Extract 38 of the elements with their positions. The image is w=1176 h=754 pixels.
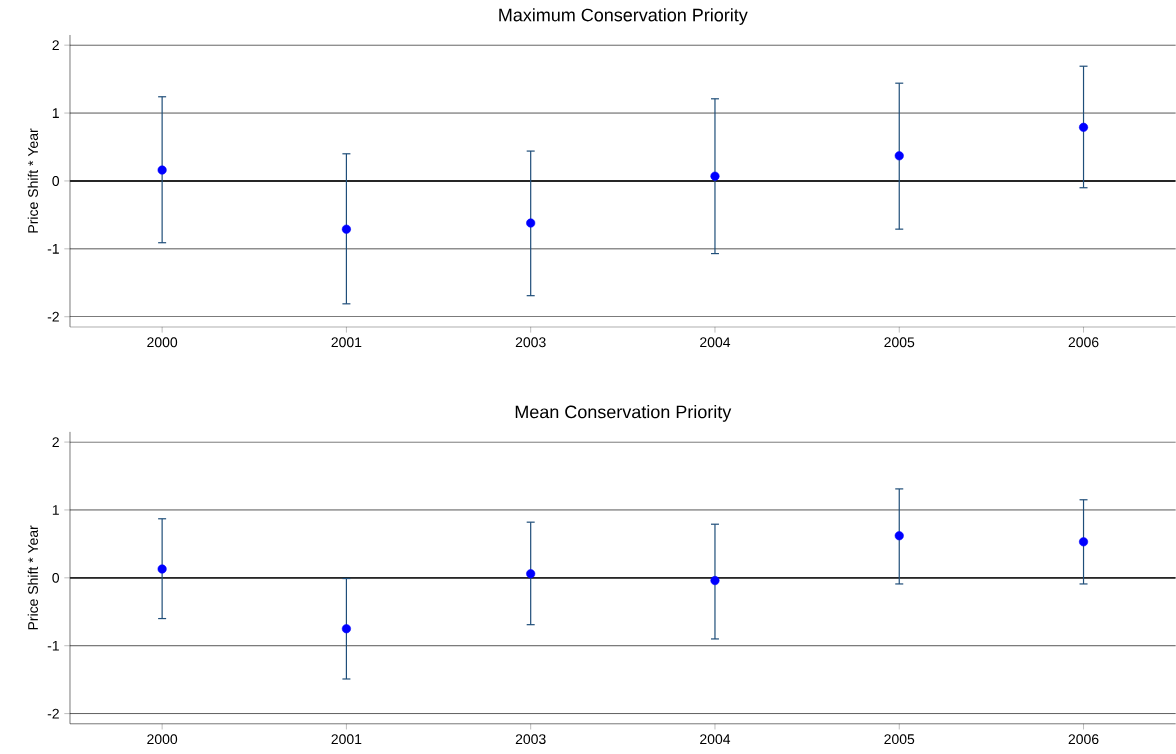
x-tick-label: 2001 (331, 734, 362, 745)
y-tick-label: -2 (47, 311, 59, 322)
point (1079, 122, 1089, 132)
x-tick-label: 2006 (1068, 734, 1099, 745)
point (710, 576, 720, 586)
y-tick-label: 1 (52, 108, 59, 118)
point (526, 218, 536, 228)
x-tick-label: 2001 (331, 337, 362, 348)
chart-title: Mean Conservation Priority (515, 405, 732, 422)
point (341, 224, 351, 234)
x-tick-label: 2005 (884, 337, 915, 348)
x-tick-label: 2003 (515, 734, 546, 745)
y-tick-label: -2 (47, 708, 59, 719)
point (157, 564, 167, 574)
x-tick-label: 2003 (515, 337, 546, 348)
y-tick-label: -1 (47, 244, 59, 254)
x-tick-label: 2004 (700, 734, 731, 745)
y-tick-label: 2 (52, 437, 59, 448)
point (894, 531, 904, 541)
y-tick-label: 2 (52, 40, 59, 51)
y-tick-label: -1 (47, 641, 59, 651)
point (157, 165, 167, 175)
point (894, 151, 904, 161)
point (710, 171, 720, 181)
y-tick-label: 0 (52, 176, 60, 187)
chart-title: Maximum Conservation Priority (499, 8, 748, 26)
y-tick-label: 1 (52, 505, 59, 515)
x-tick-label: 2004 (700, 337, 731, 348)
x-tick-label: 2000 (147, 734, 178, 745)
y-axis-title: Price Shift * Year (27, 525, 38, 630)
point (526, 569, 536, 579)
y-tick-label: 0 (52, 573, 60, 583)
x-tick-label: 2000 (147, 337, 178, 348)
y-axis-title: Price Shift * Year (27, 128, 38, 233)
x-tick-label: 2006 (1068, 337, 1099, 348)
x-tick-label: 2005 (884, 734, 915, 745)
point (1079, 537, 1089, 547)
point (341, 624, 351, 634)
